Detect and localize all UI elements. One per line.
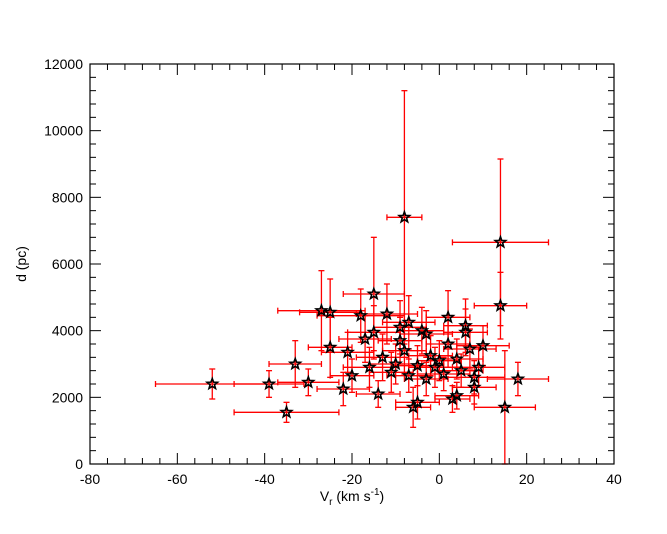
x-axis-title-main: V [320, 488, 330, 504]
x-tick-label: -20 [342, 471, 362, 487]
error-bar [268, 340, 323, 388]
plot-frame [89, 63, 615, 465]
y-tick-label: 12000 [44, 56, 83, 72]
error-bar [368, 351, 414, 393]
axis-ticks [89, 63, 615, 465]
star-marker [261, 376, 277, 391]
star-marker [401, 314, 417, 329]
star-marker [357, 331, 373, 346]
star-marker [471, 359, 487, 374]
y-tick-label: 4000 [52, 323, 83, 339]
star-marker [279, 404, 294, 419]
star-marker [410, 394, 425, 409]
error-bar [277, 368, 340, 397]
star-marker [453, 362, 469, 377]
star-marker [322, 339, 338, 354]
error-bar [233, 370, 305, 398]
star-marker [427, 359, 443, 374]
error-bar [342, 346, 397, 388]
y-axis-title: d (pc) [13, 246, 29, 282]
x-axis-title-sup: -1 [371, 487, 380, 498]
star-marker [410, 357, 425, 372]
error-bar [443, 328, 497, 370]
star-marker [431, 352, 447, 367]
star-marker [401, 367, 417, 382]
error-bar [329, 358, 375, 393]
star-marker [458, 317, 473, 332]
star-marker [204, 376, 220, 391]
star-marker [418, 371, 434, 386]
star-marker [335, 381, 351, 396]
x-tick-label: 40 [606, 471, 622, 487]
error-bar [408, 335, 454, 377]
star-marker [300, 374, 316, 389]
star-marker [340, 344, 356, 359]
x-tick-label: 0 [435, 471, 443, 487]
star-marker [493, 234, 508, 249]
star-marker [392, 332, 408, 347]
error-bar [307, 316, 353, 378]
error-bar [355, 380, 401, 408]
x-axis-title-post: ) [380, 488, 385, 504]
y-tick-label: 2000 [52, 389, 83, 405]
error-bar [473, 350, 537, 465]
star-marker [440, 309, 456, 324]
x-axis-title-unit: (km s [333, 488, 371, 504]
star-marker [344, 367, 360, 382]
error-bar [486, 361, 550, 397]
error-bars [154, 90, 550, 465]
star-marker [322, 304, 338, 319]
x-tick-label: 20 [519, 471, 535, 487]
star-marker [314, 302, 329, 317]
error-bar [316, 371, 371, 407]
star-marker [440, 336, 456, 351]
star-marker [353, 307, 369, 322]
x-axis-title-sub: r [329, 497, 333, 508]
error-bar [277, 270, 366, 352]
y-tick-label: 10000 [44, 123, 83, 139]
y-tick-label: 0 [75, 456, 83, 472]
star-marker [449, 351, 465, 366]
star-marker [466, 379, 482, 394]
star-marker [449, 387, 465, 402]
error-bar [473, 271, 528, 340]
error-bar [456, 325, 510, 367]
star-marker [383, 364, 399, 379]
star-marker [462, 341, 478, 356]
star-marker [388, 356, 404, 371]
star-marker [436, 366, 452, 381]
star-marker [370, 386, 386, 401]
star-marker [392, 319, 408, 334]
star-marker [475, 337, 491, 352]
y-tick-label: 6000 [52, 256, 83, 272]
star-marker [366, 286, 382, 301]
data-points [204, 209, 526, 419]
star-marker [418, 326, 434, 341]
y-tick-label: 8000 [52, 189, 83, 205]
star-marker [493, 297, 508, 312]
star-marker [287, 356, 303, 371]
star-marker [396, 209, 412, 224]
x-tick-labels: -80 -60 -40 -20 0 20 40 [80, 471, 622, 487]
star-marker [366, 324, 382, 339]
error-bar [386, 90, 423, 345]
x-axis-title: Vr (km s-1) [320, 487, 384, 508]
star-marker [396, 342, 412, 357]
star-marker [375, 349, 390, 364]
error-bar [395, 386, 432, 428]
star-marker [423, 347, 439, 362]
y-tick-labels: 0 2000 4000 6000 8000 10000 12000 [44, 56, 83, 472]
star-marker [466, 369, 482, 384]
x-tick-label: -80 [80, 471, 100, 487]
x-tick-label: -40 [255, 471, 275, 487]
star-marker [379, 306, 395, 321]
error-bar [395, 385, 440, 420]
star-marker [362, 359, 377, 374]
star-marker [510, 371, 526, 386]
star-marker [497, 399, 513, 414]
x-tick-label: -60 [167, 471, 187, 487]
